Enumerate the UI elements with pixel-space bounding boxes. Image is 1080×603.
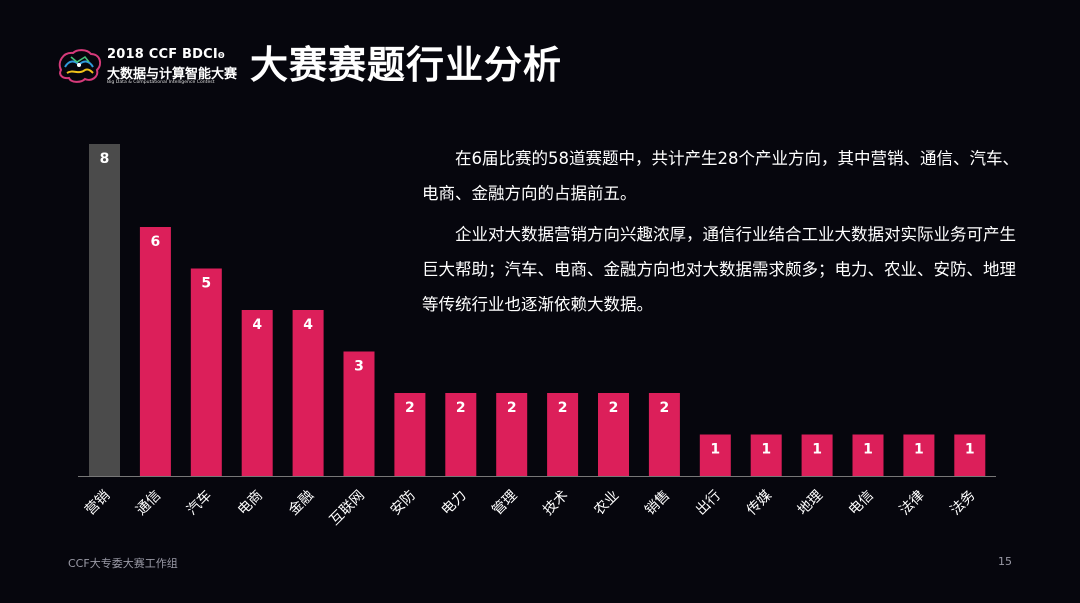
data-label-9: 2 (507, 400, 517, 416)
bar-3 (190, 268, 222, 476)
x-tick-label-1: 营销 (82, 488, 113, 519)
page-number: 15 (998, 555, 1012, 568)
x-tick-label-15: 地理 (795, 488, 826, 519)
bar-6 (343, 351, 375, 476)
bar-15 (801, 434, 833, 476)
x-tick-label-5: 金融 (286, 488, 317, 519)
bar-4 (241, 310, 273, 476)
data-label-6: 3 (354, 359, 364, 375)
x-axis-labels: 营销 通信 汽车 电商 金融 互联网 安防 电力 管理 技术 农业 销售 出行 传媒 地理 电信 法律 法务 (82, 487, 978, 529)
data-label-14: 1 (761, 442, 771, 458)
bar-14 (750, 434, 782, 476)
x-tick-label-7: 安防 (388, 488, 419, 519)
x-tick-label-4: 电商 (235, 488, 266, 519)
data-label-11: 2 (609, 400, 619, 416)
data-label-16: 1 (863, 442, 873, 458)
x-tick-label-2: 通信 (133, 488, 164, 519)
bar-group: 8 6 5 4 4 3 2 2 2 2 2 2 1 1 1 1 1 1 (89, 144, 986, 476)
data-label-7: 2 (405, 400, 415, 416)
x-tick-label-9: 管理 (489, 488, 520, 519)
bar-11 (598, 393, 629, 476)
bar-17 (903, 434, 935, 476)
data-label-5: 4 (303, 317, 313, 333)
x-tick-label-8: 电力 (439, 488, 470, 519)
bar-2 (139, 227, 171, 476)
x-tick-label-3: 汽车 (183, 487, 215, 519)
paragraph-2: 企业对大数据营销方向兴趣浓厚，通信行业结合工业大数据对实际业务可产生巨大帮助；汽… (422, 225, 1016, 314)
x-tick-label-11: 农业 (591, 488, 622, 519)
logo: 2018 CCF BDCIΘ 大数据与计算智能大赛 Big Data & Com… (55, 44, 245, 90)
x-tick-label-13: 出行 (693, 488, 724, 519)
bar-13 (699, 434, 731, 476)
description-text: 在6届比赛的58道赛题中，共计产生28个产业方向，其中营销、通信、汽车、电商、金… (422, 141, 1024, 328)
data-label-17: 1 (914, 442, 924, 458)
x-tick-label-18: 法务 (948, 488, 979, 519)
bar-1 (89, 144, 120, 476)
bar-5 (292, 310, 324, 476)
data-label-3: 5 (201, 276, 211, 292)
brain-logo-icon (58, 49, 102, 83)
x-tick-label-17: 法律 (897, 488, 928, 519)
x-tick-label-12: 销售 (642, 488, 673, 519)
bar-18 (954, 434, 986, 476)
paragraph-1: 在6届比赛的58道赛题中，共计产生28个产业方向，其中营销、通信、汽车、电商、金… (422, 149, 1019, 203)
data-label-10: 2 (558, 400, 568, 416)
bar-16 (852, 434, 884, 476)
logo-suffix: Θ (217, 51, 225, 60)
page-title: 大赛赛题行业分析 (250, 43, 563, 87)
footer-organization: CCF大专委大赛工作组 (68, 557, 178, 570)
bar-12 (648, 393, 680, 476)
data-label-13: 1 (710, 442, 720, 458)
data-label-2: 6 (151, 234, 161, 250)
x-tick-label-14: 传媒 (744, 488, 775, 519)
data-label-12: 2 (660, 400, 670, 416)
data-label-4: 4 (252, 317, 262, 333)
logo-english-line: Big Data & Computational Intelligence Co… (107, 80, 215, 85)
bar-7 (394, 393, 426, 476)
data-label-15: 1 (812, 442, 822, 458)
data-label-1: 8 (100, 151, 110, 167)
logo-title-line: 2018 CCF BDCIΘ (107, 47, 225, 62)
x-tick-label-10: 技术 (540, 488, 571, 519)
data-label-18: 1 (965, 442, 975, 458)
bar-9 (496, 393, 528, 476)
data-label-8: 2 (456, 400, 466, 416)
logo-subtitle-line: 大数据与计算智能大赛 (107, 67, 238, 82)
bar-10 (547, 393, 579, 476)
bar-8 (445, 393, 477, 476)
x-tick-label-16: 电信 (846, 488, 877, 519)
x-tick-label-6: 互联网 (327, 488, 368, 529)
